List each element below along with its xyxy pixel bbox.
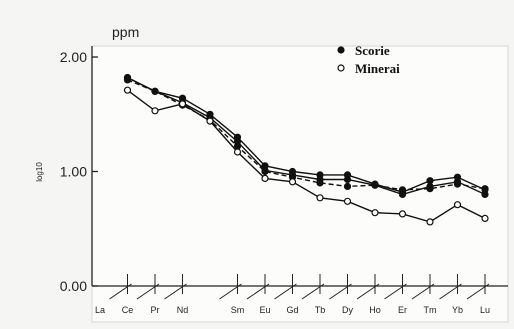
x-tick-slash <box>164 283 187 300</box>
plot-frame <box>91 45 509 323</box>
y-axis-label: log10 <box>35 162 44 182</box>
x-tick-label: La <box>95 305 105 315</box>
y-axis: 0.00 1.00 2.00 <box>60 46 98 294</box>
x-tick-slash <box>246 283 270 300</box>
x-tick-label: Tm <box>424 305 437 315</box>
data-point-scorie <box>398 186 407 194</box>
x-tick-label: Ho <box>369 305 381 315</box>
x-tick-slash <box>301 283 325 300</box>
data-point-minerai <box>206 117 214 125</box>
data-point-minerai <box>316 194 324 202</box>
data-point-scorie <box>453 180 462 188</box>
legend-label-minerai: Minerai <box>355 61 400 76</box>
x-tick-label: Eu <box>259 305 270 315</box>
x-tick-label: Pr <box>151 305 160 315</box>
data-point-minerai <box>453 201 462 209</box>
data-point-scorie <box>426 185 434 193</box>
legend-marker-minerai <box>337 64 345 72</box>
x-tick-slash <box>384 283 407 300</box>
data-point-minerai <box>371 209 379 217</box>
x-tick-label: Er <box>398 305 407 315</box>
x-tick-slash <box>274 283 297 300</box>
y-tick-label: 1.00 <box>60 164 87 180</box>
y-tick-label: 0.00 <box>60 278 87 294</box>
data-point-minerai <box>481 214 489 222</box>
legend-label-scorie: Scorie <box>355 43 390 58</box>
x-tick-slash <box>219 283 242 300</box>
x-axis: La Ce Pr Nd Sm Eu Gd Tb Dy Ho Er Tm Yb Lu <box>92 274 508 315</box>
data-point-minerai <box>343 197 352 205</box>
series-lines <box>127 76 486 223</box>
legend: Scorie Minerai <box>337 43 400 76</box>
x-tick-label: Dy <box>342 305 353 315</box>
y-tick-label: 2.00 <box>60 49 87 65</box>
x-tick-slash <box>356 283 380 300</box>
x-tick-label: Nd <box>177 305 189 315</box>
data-point-minerai <box>123 86 132 94</box>
x-tick-label: Gd <box>286 305 298 315</box>
x-tick-slash <box>109 283 132 300</box>
x-tick-slash <box>329 283 352 300</box>
x-tick-slash <box>466 283 490 300</box>
x-tick-slash <box>411 283 435 300</box>
data-point-minerai <box>178 100 187 108</box>
series-line-scorie <box>127 76 486 193</box>
x-tick-slash <box>136 283 160 300</box>
data-point-scorie <box>151 87 159 95</box>
data-point-minerai <box>288 178 297 186</box>
x-tick-label: Tb <box>315 305 326 315</box>
data-point-scorie <box>343 175 352 184</box>
unit-label: ppm <box>112 24 139 40</box>
data-point-scorie <box>261 167 269 176</box>
series-points <box>123 73 489 226</box>
data-point-minerai <box>151 107 159 115</box>
series-line-scorie <box>127 76 486 196</box>
data-point-scorie <box>481 185 489 193</box>
legend-marker-scorie <box>337 46 345 54</box>
x-tick-label: Sm <box>231 305 245 315</box>
data-point-scorie <box>343 182 352 190</box>
x-tick-label: Ce <box>122 305 134 315</box>
series-line-minerai <box>127 89 486 223</box>
data-point-scorie <box>316 179 324 187</box>
data-point-minerai <box>261 174 269 182</box>
x-tick-slash <box>439 283 462 300</box>
data-point-minerai <box>426 218 434 226</box>
data-point-minerai <box>398 210 407 218</box>
data-point-scorie <box>371 181 379 189</box>
data-point-minerai <box>233 148 242 156</box>
x-tick-label: Yb <box>452 305 463 315</box>
data-point-scorie <box>123 76 132 84</box>
x-tick-label: Lu <box>480 305 490 315</box>
